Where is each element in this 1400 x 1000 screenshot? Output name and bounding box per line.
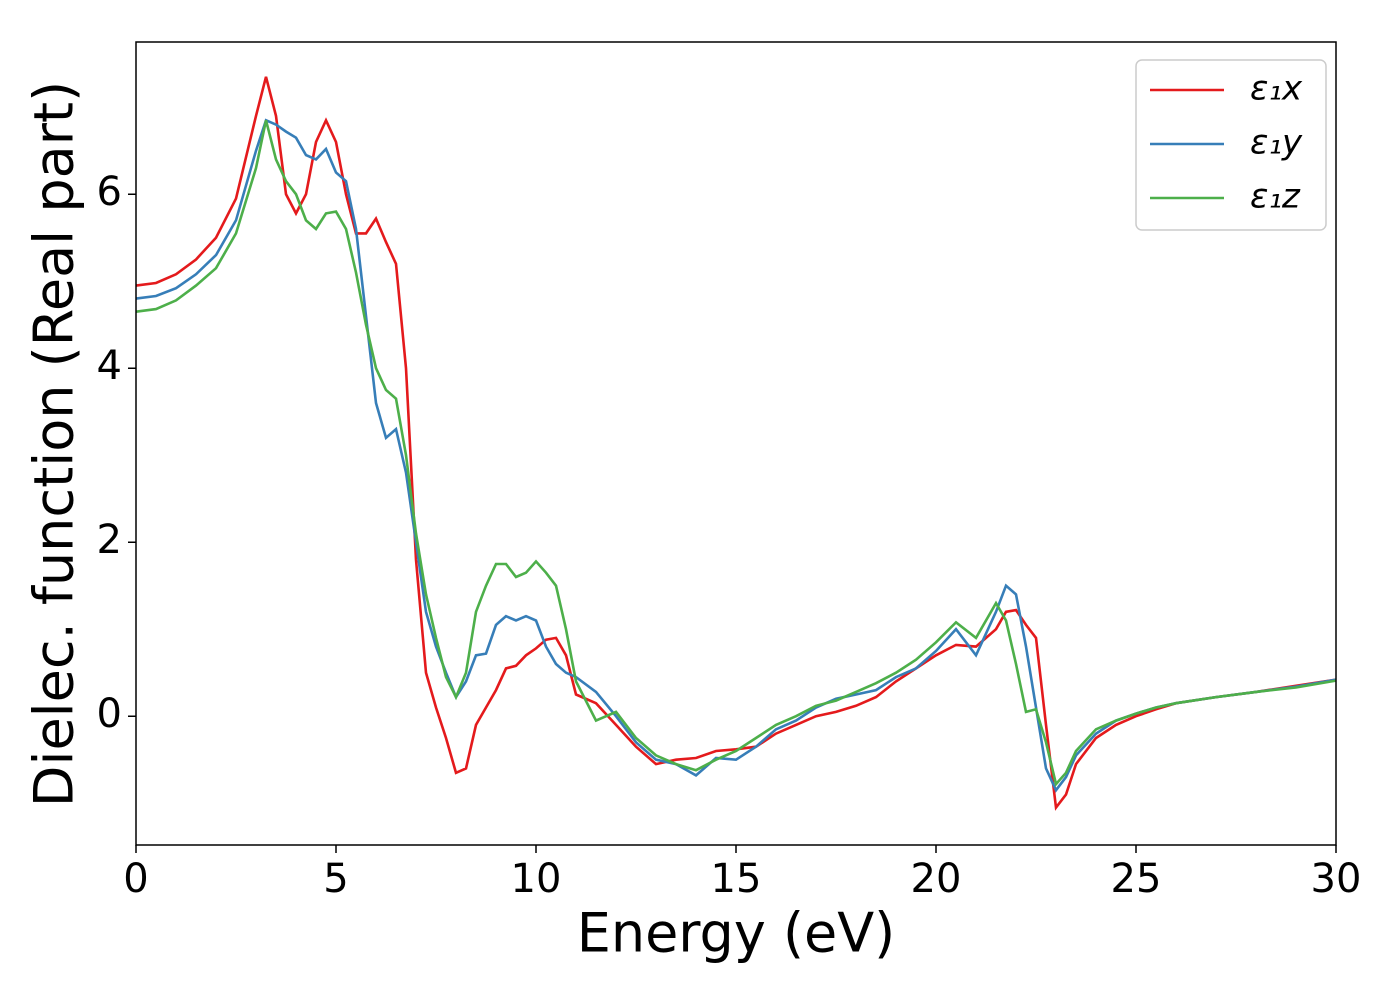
x-tick-label: 30 [1311,856,1362,902]
y-tick-label: 2 [97,517,122,563]
x-tick-label: 10 [511,856,562,902]
y-tick-label: 0 [97,691,122,737]
legend-box [1135,59,1327,231]
x-tick-label: 15 [711,856,762,902]
legend-label: ε₁y [1250,123,1303,163]
x-tick-label: 25 [1111,856,1162,902]
x-tick-label: 20 [911,856,962,902]
legend-label: ε₁x [1250,69,1303,109]
y-tick-label: 4 [97,343,122,389]
y-tick-label: 6 [97,169,122,215]
data-line [135,76,1337,811]
legend-label: ε₁z [1250,177,1301,217]
plot-frame [135,41,1337,846]
data-line [135,119,1337,787]
x-tick-label: 5 [323,856,348,902]
y-axis-label: Dielec. function (Real part) [23,81,86,807]
x-tick-label: 0 [123,856,148,902]
x-axis-label: Energy (eV) [577,902,896,965]
